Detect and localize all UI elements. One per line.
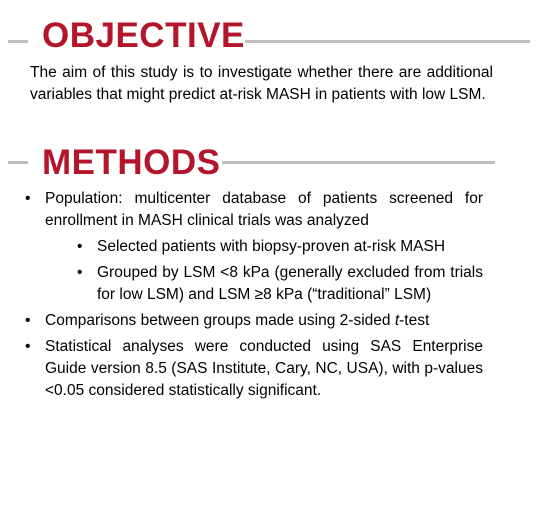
rule xyxy=(222,161,495,164)
italic-text: t xyxy=(394,312,400,329)
section-title: OBJECTIVE xyxy=(42,16,245,55)
rule xyxy=(8,40,28,43)
bullet: Population: multicenter database of pati… xyxy=(25,188,483,306)
rule xyxy=(8,161,28,164)
bullet-list: Population: multicenter database of pati… xyxy=(25,188,483,406)
bullet-text: Population: multicenter database of pati… xyxy=(45,190,483,229)
bullet-text: Comparisons between groups made using 2-… xyxy=(45,312,395,329)
bullet: Comparisons between groups made using 2-… xyxy=(25,310,483,332)
sub-bullet: Selected patients with biopsy-proven at-… xyxy=(77,236,483,258)
rule xyxy=(245,40,530,43)
sub-list: Selected patients with biopsy-proven at-… xyxy=(77,236,483,306)
bullet: Statistical analyses were conducted usin… xyxy=(25,336,483,402)
bullet-text: -test xyxy=(399,312,430,329)
sub-bullet: Grouped by LSM <8 kPa (generally exclude… xyxy=(77,262,483,306)
paragraph: The aim of this study is to investigate … xyxy=(30,64,493,103)
section-title: METHODS xyxy=(42,143,221,182)
